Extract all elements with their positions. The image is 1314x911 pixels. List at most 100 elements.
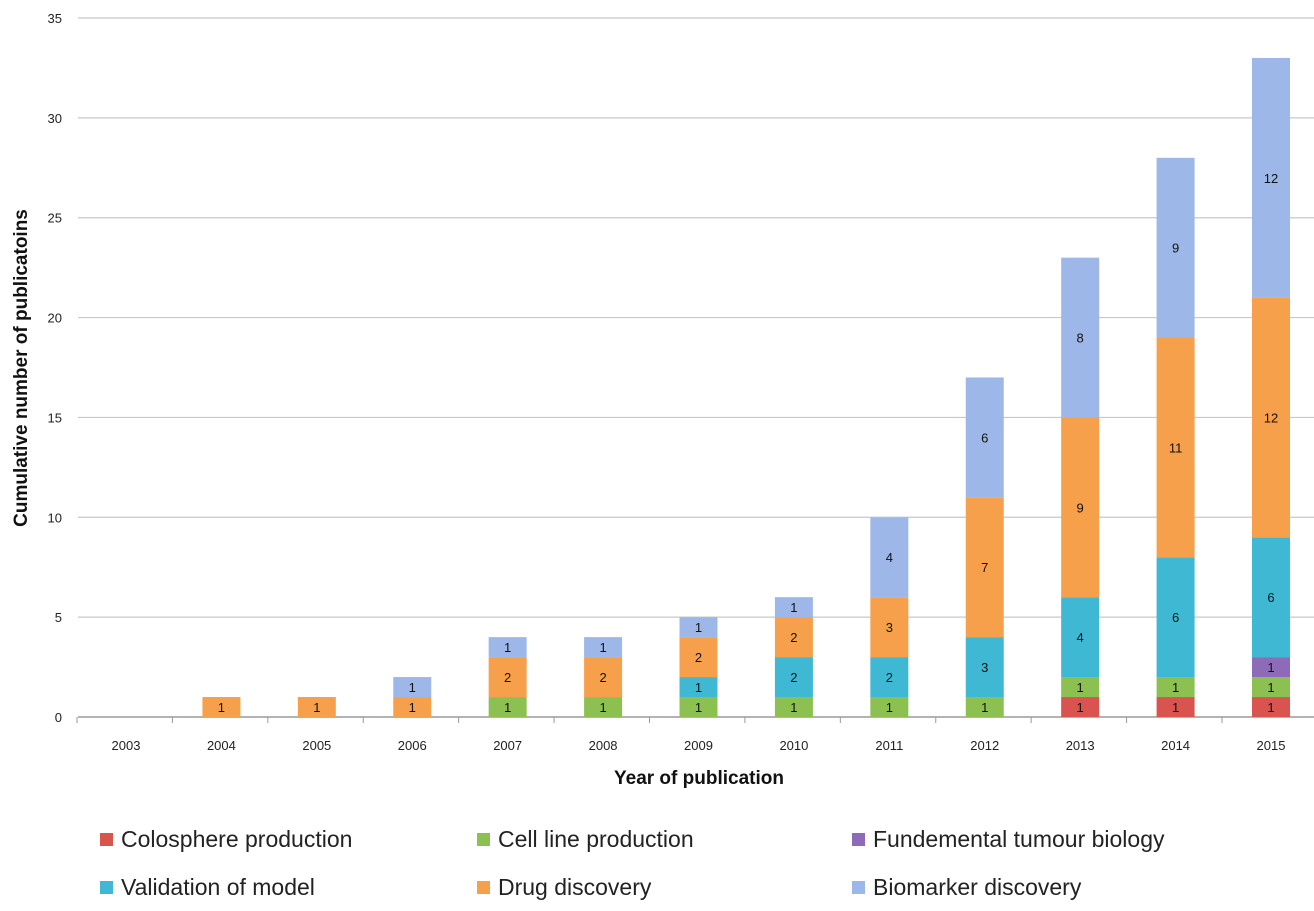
data-label: 1 (981, 700, 988, 715)
bar-segment (393, 677, 432, 698)
data-label: 1 (504, 640, 511, 655)
data-label: 2 (790, 630, 797, 645)
bar-segment (679, 637, 718, 678)
y-tick-label: 5 (55, 610, 62, 625)
data-label: 1 (790, 700, 797, 715)
data-label: 12 (1264, 171, 1278, 186)
data-label: 1 (695, 680, 702, 695)
legend-label: Fundemental tumour biology (873, 826, 1165, 852)
legend-swatch (477, 833, 490, 846)
bar-segment (1252, 297, 1290, 538)
bar-segment (1061, 677, 1100, 698)
legend-label: Cell line production (498, 826, 694, 852)
legend-label: Biomarker discovery (873, 874, 1082, 900)
y-axis-title: Cumulative number of publicatoins (11, 209, 32, 527)
bar-segment (870, 597, 909, 658)
x-tick-label: 2015 (1257, 738, 1286, 753)
data-label: 1 (1267, 680, 1274, 695)
x-tick-label: 2011 (875, 738, 903, 753)
bar-segment (1252, 537, 1290, 658)
data-label: 4 (886, 550, 893, 565)
legend-swatch (852, 833, 865, 846)
bar-segment (1252, 677, 1290, 698)
x-tick-label: 2007 (493, 738, 522, 753)
y-tick-label: 15 (48, 410, 62, 425)
legend-swatch (100, 833, 113, 846)
bar-segment (1156, 697, 1195, 717)
legend-item: Colosphere production (100, 826, 352, 853)
data-label: 2 (790, 670, 797, 685)
bar-segment (393, 697, 432, 717)
data-label: 2 (886, 670, 893, 685)
bar-segment (679, 617, 718, 638)
y-tick-label: 10 (48, 510, 62, 525)
bar-segment (584, 637, 623, 658)
data-label: 4 (1077, 630, 1084, 645)
data-label: 1 (1172, 680, 1179, 695)
data-label: 8 (1077, 331, 1084, 346)
x-tick-label: 2013 (1066, 738, 1095, 753)
data-label: 1 (695, 620, 702, 635)
bar-segment (870, 657, 909, 698)
x-tick-label: 2010 (779, 738, 808, 753)
data-label: 1 (1077, 700, 1084, 715)
data-label: 1 (599, 700, 606, 715)
data-label: 6 (1267, 590, 1274, 605)
data-label: 2 (599, 670, 606, 685)
data-label: 7 (981, 560, 988, 575)
data-label: 12 (1264, 410, 1278, 425)
bar-segment (1252, 697, 1290, 717)
bar-segment (297, 697, 336, 717)
legend-item: Drug discovery (477, 874, 651, 901)
legend-swatch (100, 881, 113, 894)
bar-segment (1156, 557, 1195, 678)
legend-item: Cell line production (477, 826, 694, 853)
legend-label: Drug discovery (498, 874, 652, 900)
bar-segment (774, 657, 813, 698)
bar-segment (965, 697, 1004, 717)
legend-label: Validation of model (121, 874, 315, 900)
bar-segment (679, 697, 718, 717)
bar-segment (1061, 257, 1100, 418)
data-label: 3 (886, 620, 893, 635)
data-label: 9 (1077, 500, 1084, 515)
y-tick-label: 0 (55, 710, 62, 725)
legend-swatch (852, 881, 865, 894)
data-label: 1 (313, 700, 320, 715)
bar-segment (202, 697, 241, 717)
bar-segment (1156, 677, 1195, 698)
x-tick-label: 2008 (589, 738, 618, 753)
data-label: 6 (981, 430, 988, 445)
y-tick-label: 20 (48, 311, 62, 326)
bar-segment (774, 617, 813, 658)
data-label: 1 (1267, 660, 1274, 675)
bar-segment (965, 497, 1004, 638)
bar-segment (1252, 57, 1290, 298)
bar-segment (965, 377, 1004, 498)
data-label: 1 (1172, 700, 1179, 715)
data-label: 1 (1077, 680, 1084, 695)
bar-segment (1061, 697, 1100, 717)
y-tick-label: 25 (48, 211, 62, 226)
bar-segment (774, 697, 813, 717)
y-tick-label: 30 (48, 111, 62, 126)
x-tick-label: 2006 (398, 738, 427, 753)
bar-segment (488, 697, 527, 717)
x-axis-title: Year of publication (614, 768, 784, 789)
data-label: 11 (1169, 440, 1183, 455)
data-label: 2 (695, 650, 702, 665)
x-tick-label: 2009 (684, 738, 713, 753)
bar-segment (1156, 337, 1195, 558)
legend-label: Colosphere production (121, 826, 353, 852)
bar-segment (870, 697, 909, 717)
data-label: 1 (695, 700, 702, 715)
x-tick-label: 2004 (207, 738, 236, 753)
bar-segment (774, 597, 813, 618)
data-label: 1 (886, 700, 893, 715)
data-label: 1 (504, 700, 511, 715)
bar-segment (870, 517, 909, 598)
data-label: 1 (599, 640, 606, 655)
data-label: 1 (218, 700, 225, 715)
legend-swatch (477, 881, 490, 894)
data-label: 1 (409, 700, 416, 715)
